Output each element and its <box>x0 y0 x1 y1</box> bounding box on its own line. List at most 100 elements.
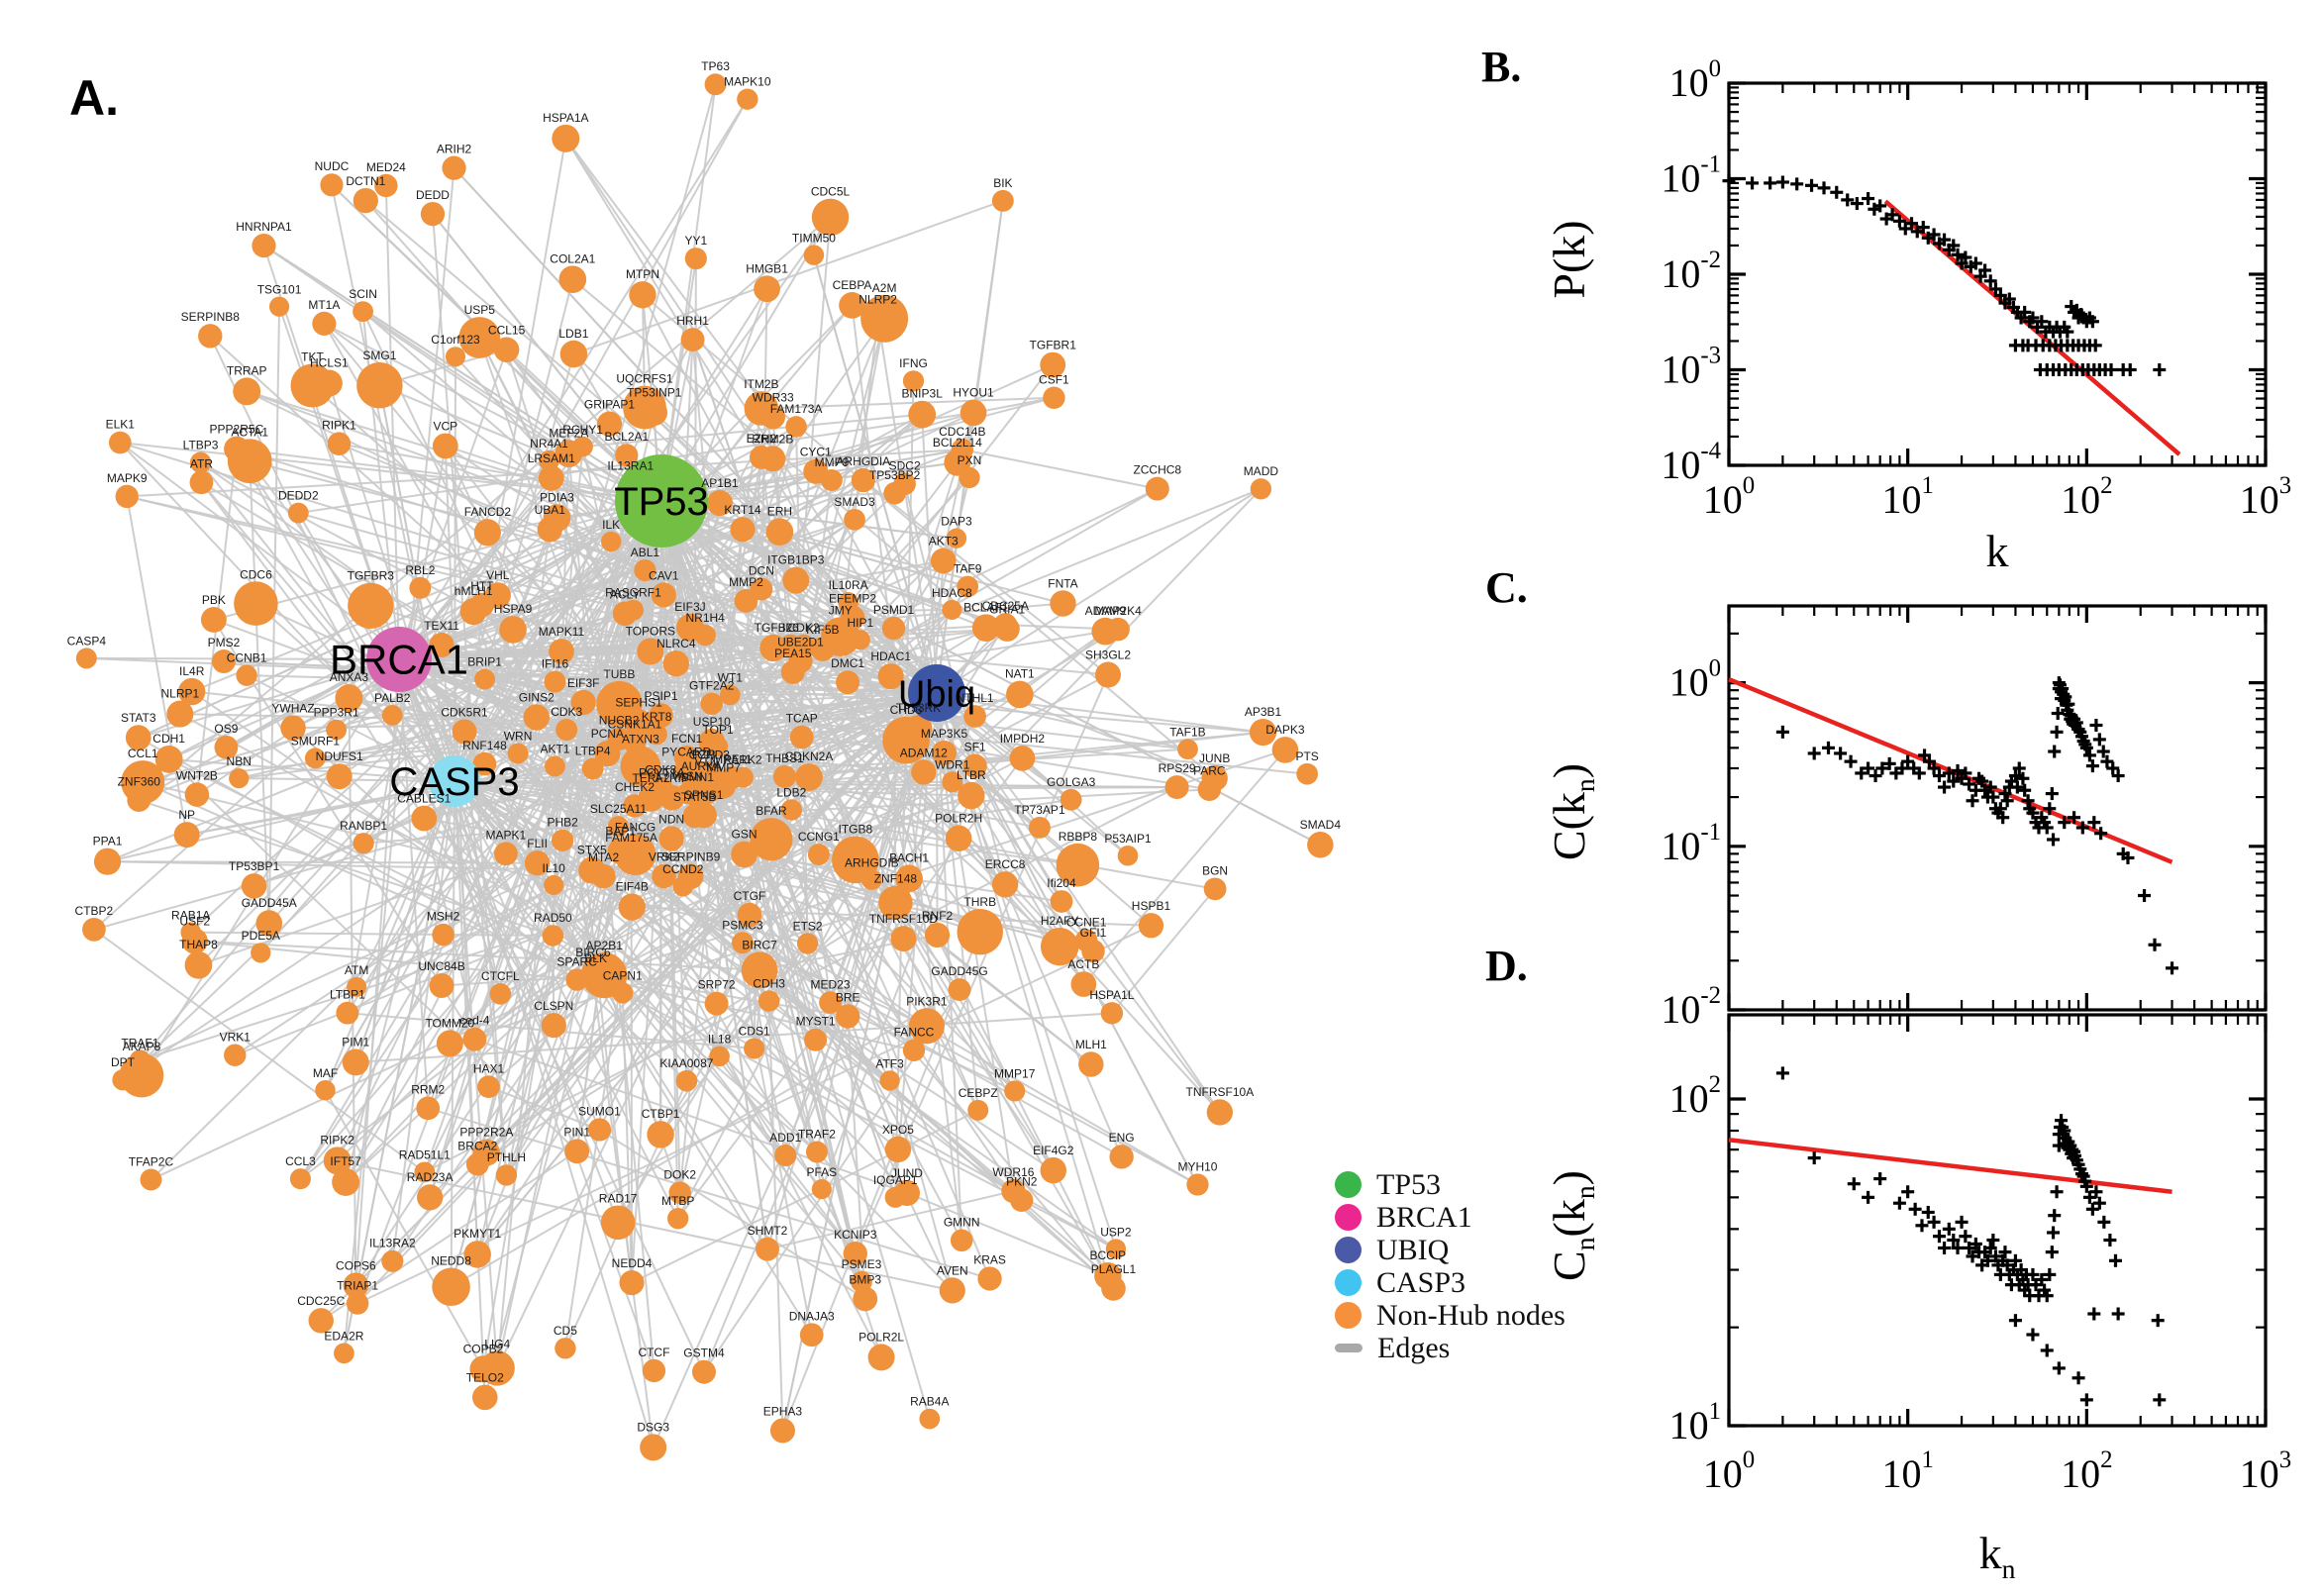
svg-text:ERCC8: ERCC8 <box>985 857 1026 871</box>
svg-text:CDC25A: CDC25A <box>982 599 1029 613</box>
svg-text:VCP: VCP <box>433 420 457 434</box>
svg-text:DAPK3: DAPK3 <box>1265 723 1305 737</box>
svg-text:SMAD3: SMAD3 <box>834 495 875 509</box>
svg-text:VHL: VHL <box>486 568 510 582</box>
svg-text:100: 100 <box>1669 655 1721 705</box>
svg-text:CEBPZ: CEBPZ <box>959 1086 998 1100</box>
svg-text:LTBR: LTBR <box>957 768 986 782</box>
svg-text:PPP2R5C: PPP2R5C <box>210 423 264 437</box>
svg-text:TGFBR1: TGFBR1 <box>1030 339 1077 352</box>
svg-text:NUCB2: NUCB2 <box>599 714 640 728</box>
svg-text:RNF148: RNF148 <box>462 739 507 752</box>
svg-text:PTHLH: PTHLH <box>487 1150 526 1164</box>
svg-text:PSME3: PSME3 <box>842 1257 882 1271</box>
svg-text:ENG: ENG <box>1109 1131 1135 1145</box>
legend-item-nonhub: Non-Hub nodes <box>1335 1299 1566 1332</box>
svg-text:PLAGL1: PLAGL1 <box>1091 1262 1137 1276</box>
svg-text:NDN: NDN <box>658 812 684 826</box>
svg-text:101: 101 <box>1881 1446 1933 1496</box>
svg-text:C(kn): C(kn) <box>1544 763 1600 860</box>
svg-text:YWHAZ: YWHAZ <box>271 701 314 715</box>
svg-text:H2AFY: H2AFY <box>1041 914 1079 928</box>
svg-text:MTBP: MTBP <box>661 1194 694 1208</box>
svg-text:ADAM12: ADAM12 <box>900 746 948 759</box>
legend-label: Edges <box>1377 1331 1451 1364</box>
svg-text:PPA1: PPA1 <box>93 835 123 848</box>
svg-text:ABL1: ABL1 <box>631 546 660 559</box>
svg-text:ZNF360: ZNF360 <box>118 774 161 788</box>
legend-dot-icon <box>1335 1237 1362 1263</box>
svg-text:TAF9: TAF9 <box>954 562 982 576</box>
svg-text:HYOU1: HYOU1 <box>953 386 994 400</box>
svg-text:JMY: JMY <box>829 603 853 617</box>
svg-text:NEDD8: NEDD8 <box>431 1253 471 1267</box>
svg-text:ATF3: ATF3 <box>875 1056 904 1070</box>
svg-text:CAPN1: CAPN1 <box>603 968 643 982</box>
svg-text:VRK1: VRK1 <box>220 1031 252 1045</box>
svg-text:GMNN: GMNN <box>944 1216 980 1230</box>
svg-text:NR1H4: NR1H4 <box>686 611 726 625</box>
svg-text:POLR2L: POLR2L <box>858 1330 904 1344</box>
svg-text:101: 101 <box>1881 472 1933 522</box>
svg-text:CDK3: CDK3 <box>551 705 582 719</box>
svg-text:IQGAP1: IQGAP1 <box>873 1173 918 1187</box>
svg-text:ILK: ILK <box>602 518 620 532</box>
svg-text:BNIP3L: BNIP3L <box>902 387 944 401</box>
gene-labels: USF2 CDC6 COPS6 BCCIP CCNB1 CDK3 CCND2 WDR33 POL… <box>67 59 1342 1434</box>
svg-text:MLH1: MLH1 <box>1075 1038 1107 1051</box>
svg-text:PARK2: PARK2 <box>724 753 762 767</box>
svg-text:CDH3: CDH3 <box>753 976 785 990</box>
svg-text:100: 100 <box>1703 1446 1755 1496</box>
svg-text:HDAC1: HDAC1 <box>870 649 911 663</box>
svg-text:ATXN3: ATXN3 <box>622 733 659 747</box>
legend-dot-icon <box>1335 1171 1362 1198</box>
svg-text:SMG1: SMG1 <box>362 349 396 362</box>
svg-text:USP5: USP5 <box>464 303 496 317</box>
svg-text:CCL15: CCL15 <box>488 323 526 337</box>
svg-text:TIMM50: TIMM50 <box>792 231 836 245</box>
svg-text:RANBP1: RANBP1 <box>340 819 387 833</box>
svg-text:GTF2A2: GTF2A2 <box>689 679 735 693</box>
svg-text:AP1B1: AP1B1 <box>701 476 739 490</box>
svg-text:FANCG: FANCG <box>615 820 656 834</box>
svg-text:ITGB8: ITGB8 <box>839 823 873 837</box>
svg-text:CDC6: CDC6 <box>240 567 272 581</box>
svg-text:WNT2B: WNT2B <box>176 768 218 782</box>
legend-label: CASP3 <box>1376 1265 1466 1299</box>
svg-text:MMP2: MMP2 <box>729 575 763 589</box>
svg-text:MEF2A: MEF2A <box>549 426 588 440</box>
svg-text:ACTB: ACTB <box>1067 957 1099 971</box>
svg-text:CSNK1A1: CSNK1A1 <box>608 717 662 731</box>
svg-text:AKAP8: AKAP8 <box>123 1040 161 1053</box>
svg-text:NEDD4: NEDD4 <box>612 1256 653 1270</box>
hub-node-tp53 <box>615 454 708 548</box>
svg-text:LDB2: LDB2 <box>776 785 806 799</box>
svg-text:CCNB1: CCNB1 <box>227 650 267 664</box>
svg-text:STAT5B: STAT5B <box>673 790 717 804</box>
svg-text:ACTA1: ACTA1 <box>231 425 268 439</box>
svg-text:MYST1: MYST1 <box>796 1015 836 1029</box>
svg-text:LIG4: LIG4 <box>484 1337 510 1350</box>
svg-text:CCND3: CCND3 <box>689 748 731 762</box>
data-points <box>1775 676 2179 975</box>
svg-text:KRT14: KRT14 <box>724 503 760 517</box>
svg-text:SDC2: SDC2 <box>889 458 921 472</box>
svg-text:NLRP1: NLRP1 <box>160 687 199 701</box>
svg-text:Ifi204: Ifi204 <box>1047 876 1076 890</box>
svg-text:THBS1: THBS1 <box>765 751 804 765</box>
svg-text:TUBB: TUBB <box>603 667 635 681</box>
svg-text:RIPK2: RIPK2 <box>320 1133 354 1147</box>
svg-text:IMPDH2: IMPDH2 <box>1000 732 1046 746</box>
svg-text:MTA2: MTA2 <box>588 850 619 864</box>
hub-label-tp53: TP53 <box>614 480 709 524</box>
svg-text:UBA1: UBA1 <box>535 503 566 517</box>
svg-text:CDC14B: CDC14B <box>939 425 985 439</box>
svg-text:TGFBR3: TGFBR3 <box>348 569 395 583</box>
svg-text:TFAP2C: TFAP2C <box>129 1155 174 1169</box>
svg-text:TNFRSF10A: TNFRSF10A <box>1186 1085 1255 1099</box>
legend-label: UBIQ <box>1376 1233 1450 1266</box>
svg-text:SRP72: SRP72 <box>698 978 736 992</box>
